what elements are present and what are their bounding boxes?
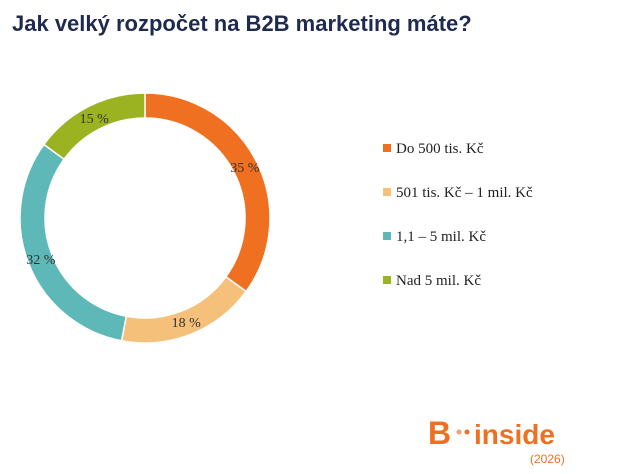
donut-segment	[120, 275, 248, 344]
legend-label: Do 500 tis. Kč	[396, 141, 484, 157]
legend-swatch	[383, 232, 391, 240]
logo-text: inside	[474, 419, 555, 450]
legend-swatch	[383, 144, 391, 152]
logo-letter: B	[428, 415, 451, 451]
legend-swatch	[383, 188, 391, 196]
logo: B inside (2026)	[428, 415, 565, 466]
logo-dot	[464, 429, 470, 435]
donut-segment	[42, 92, 146, 161]
legend-swatch	[383, 276, 391, 284]
legend-label: 1,1 – 5 mil. Kč	[396, 229, 486, 245]
chart-title: Jak velký rozpočet na B2B marketing máte…	[12, 11, 472, 36]
logo-dot	[456, 429, 462, 435]
donut-segment	[144, 92, 271, 293]
legend-label: 501 tis. Kč – 1 mil. Kč	[396, 185, 533, 201]
logo-year: (2026)	[530, 452, 565, 466]
data-label: 15 %	[80, 112, 110, 127]
data-label: 35 %	[230, 161, 260, 176]
legend-label: Nad 5 mil. Kč	[396, 273, 481, 289]
data-label: 18 %	[172, 316, 202, 331]
data-label: 32 %	[26, 253, 56, 268]
donut-segment	[19, 143, 128, 342]
